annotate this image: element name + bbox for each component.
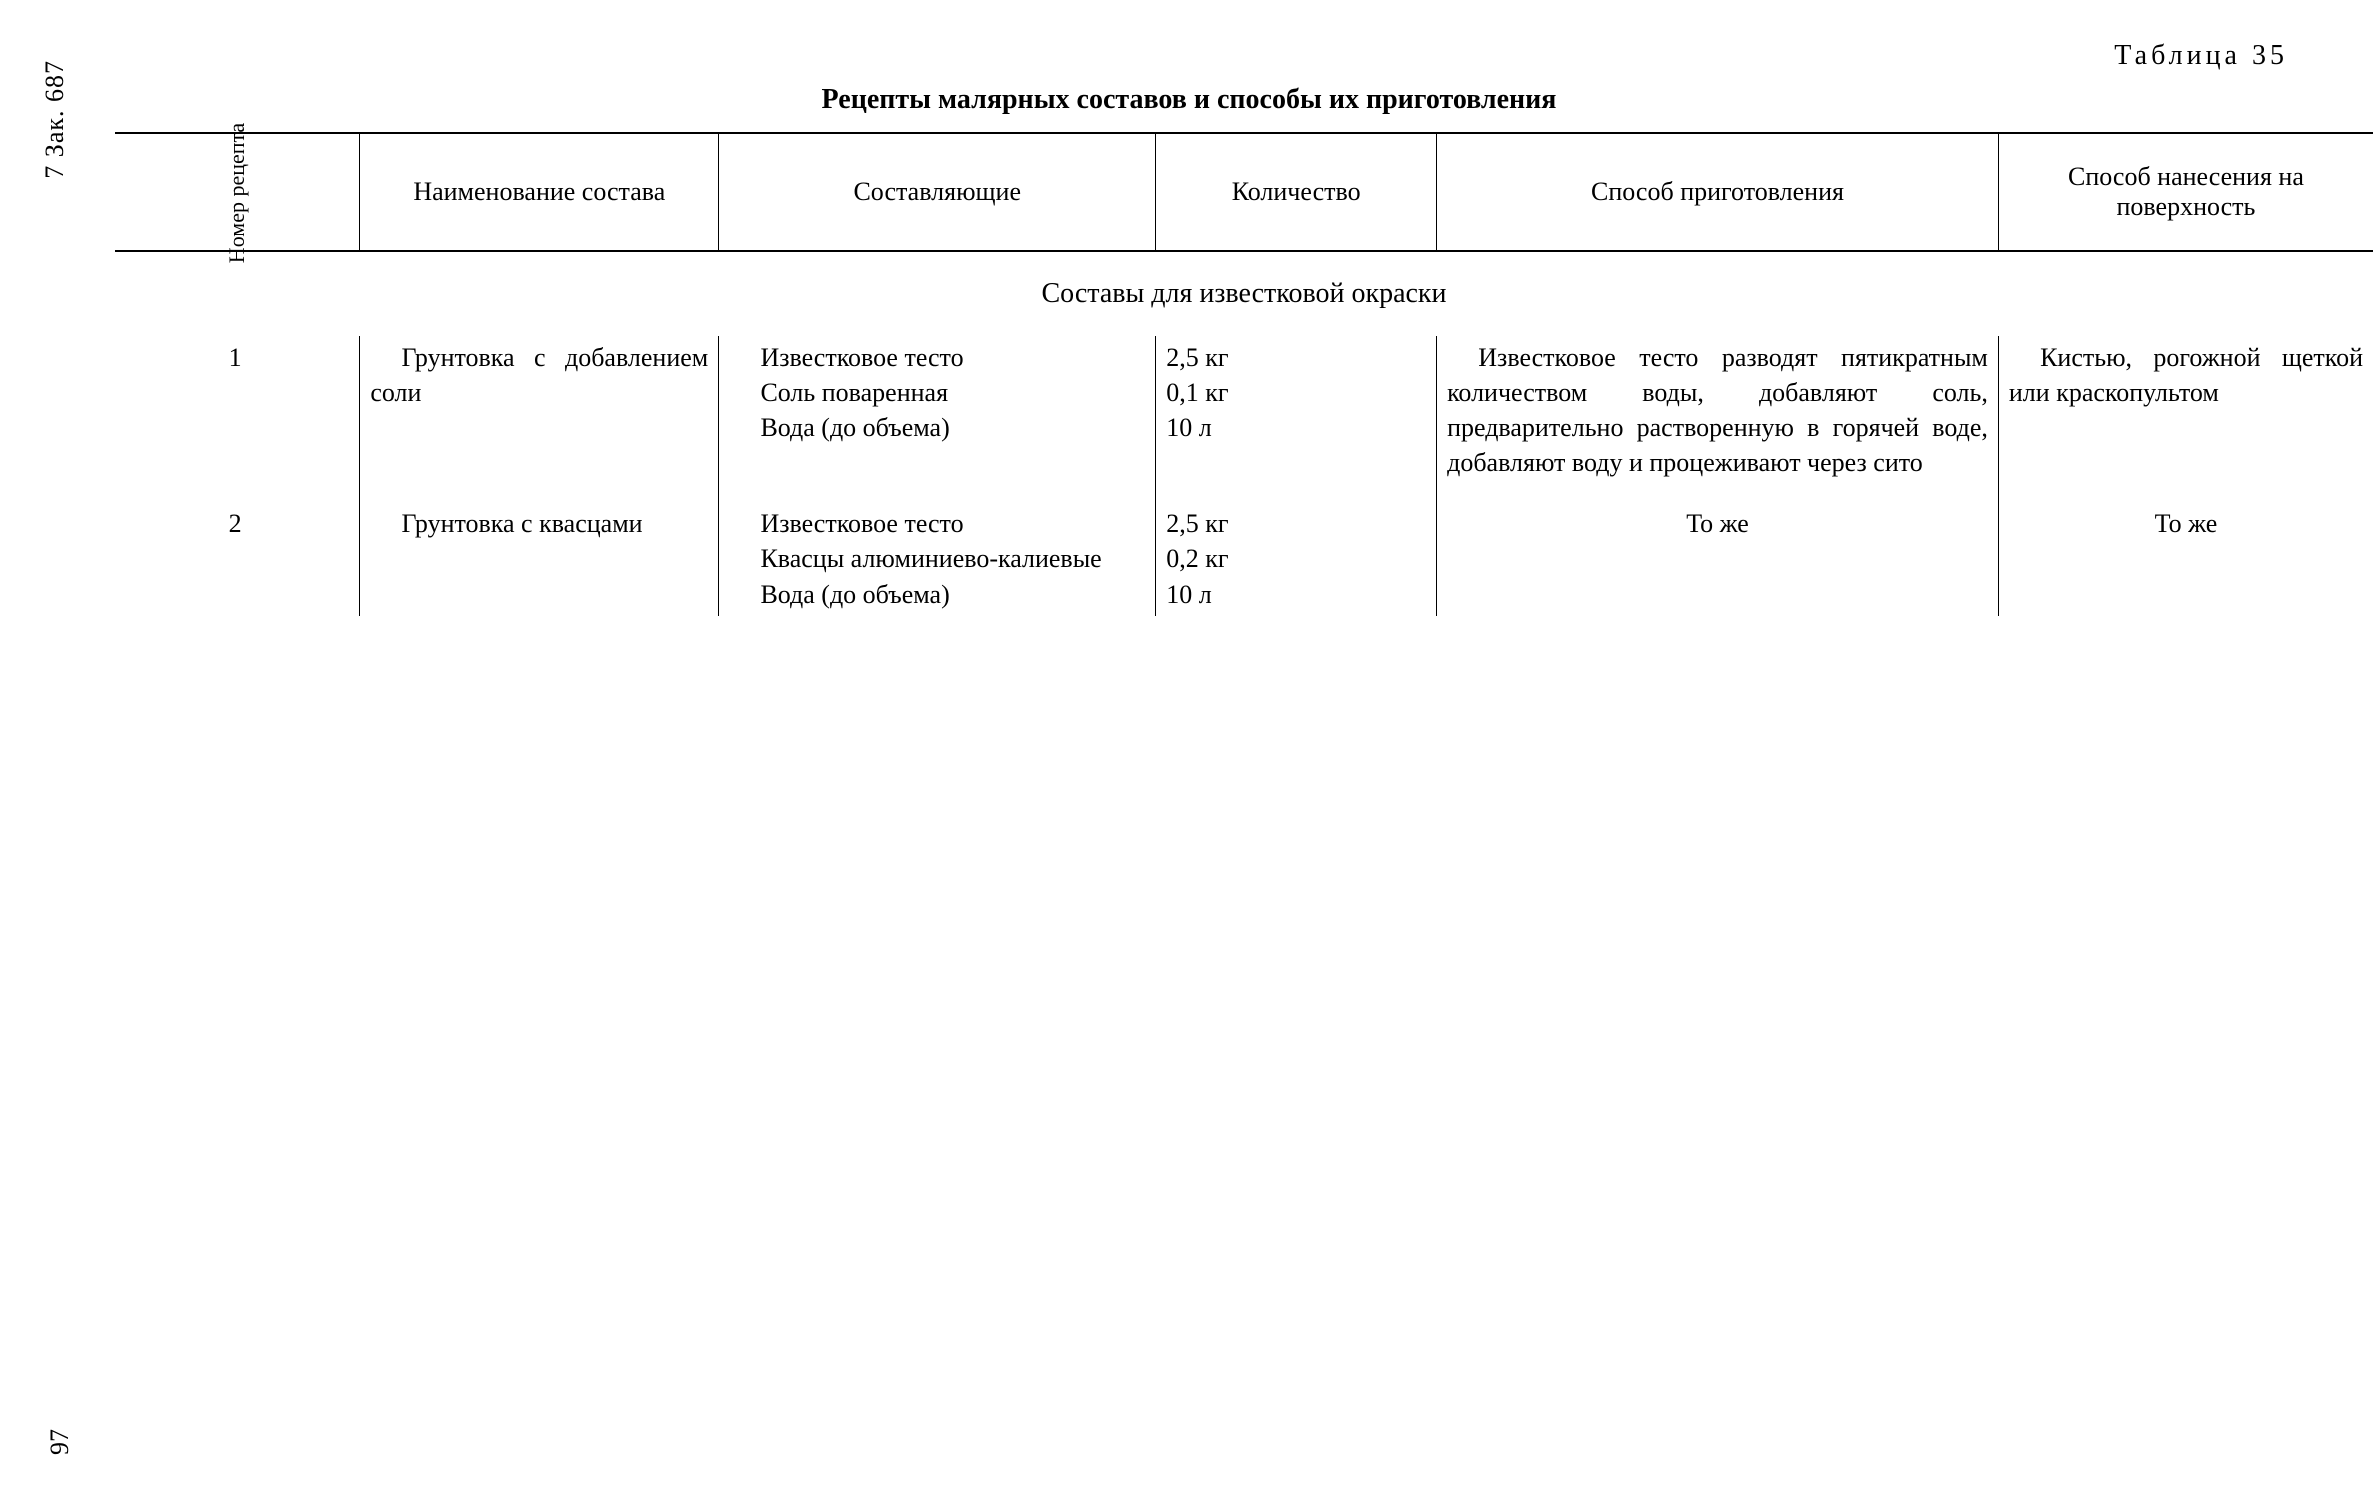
header-method: Способ приготовления (1437, 133, 1999, 251)
table-row: 2 Грунтовка с квасцами Известковое тесто… (115, 484, 2373, 615)
recipes-table: Номер рецепта Наименование состава Соста… (115, 132, 2373, 616)
cell-method: Известковое тесто разводят пятикратным к… (1437, 336, 1999, 484)
cell-quantity: 2,5 кг 0,1 кг 10 л (1156, 336, 1437, 484)
table-title: Рецепты малярных составов и способы их п… (60, 84, 2318, 116)
table-header-row: Номер рецепта Наименование состава Соста… (115, 133, 2373, 251)
header-quantity: Количество (1156, 133, 1437, 251)
table-label: Таблица 35 (60, 40, 2288, 72)
page-number: 97 (45, 1429, 75, 1455)
cell-num: 1 (115, 336, 360, 484)
cell-components: Известковое тесто Соль поваренная Вода (… (719, 336, 1156, 484)
table-row: 1 Грунтовка с добавлением соли Известков… (115, 336, 2373, 484)
section-row: Составы для известковой окраски (115, 251, 2373, 336)
cell-application: То же (1998, 484, 2373, 615)
cell-name: Грунтовка с добавлением соли (360, 336, 719, 484)
cell-num: 2 (115, 484, 360, 615)
cell-name: Грунтовка с квасцами (360, 484, 719, 615)
header-components: Составляющие (719, 133, 1156, 251)
cell-application: Кистью, рогожной щеткой или краскопульто… (1998, 336, 2373, 484)
header-num: Номер рецепта (115, 133, 360, 251)
cell-quantity: 2,5 кг 0,2 кг 10 л (1156, 484, 1437, 615)
cell-method: То же (1437, 484, 1999, 615)
header-name: Наименование состава (360, 133, 719, 251)
side-marker: 7 Зак. 687 (40, 60, 70, 179)
cell-components: Известковое тесто Квасцы алюминиево-кали… (719, 484, 1156, 615)
header-application: Способ нанесения на поверхность (1998, 133, 2373, 251)
section-title: Составы для известковой окраски (115, 251, 2373, 336)
